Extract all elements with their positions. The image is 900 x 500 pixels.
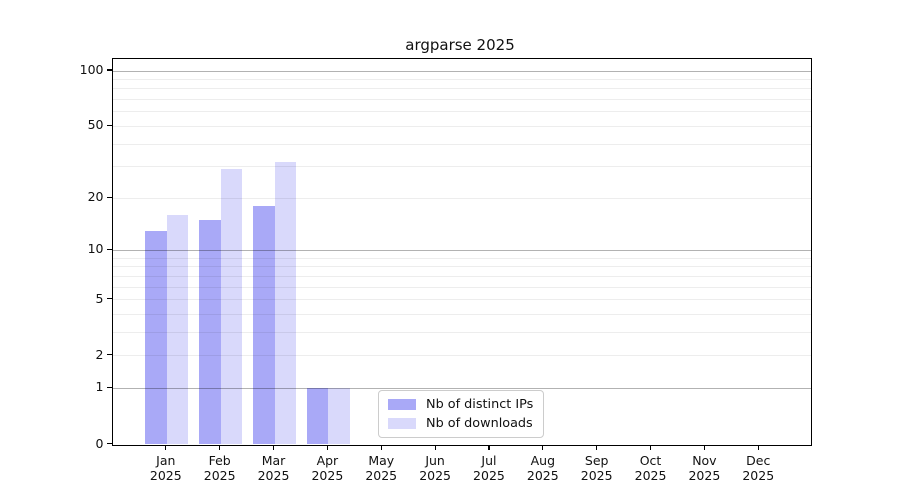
y-tick-mark bbox=[107, 196, 112, 198]
bar-downloads-feb bbox=[220, 169, 243, 445]
y-tick-label: 2 bbox=[95, 346, 104, 362]
x-tick-mark bbox=[703, 445, 705, 450]
x-tick-month: Dec bbox=[746, 452, 771, 468]
legend-label-downloads: Nb of downloads bbox=[426, 416, 533, 431]
x-tick-month: Apr bbox=[316, 452, 339, 468]
bar-distinct-ips-mar bbox=[252, 206, 275, 445]
bar-distinct-ips-jan bbox=[145, 230, 167, 445]
x-tick-mark bbox=[757, 445, 759, 450]
y-tick-label: 0 bbox=[95, 435, 104, 451]
x-tick-year: 2025 bbox=[203, 468, 236, 483]
gridline-minor bbox=[112, 143, 811, 145]
gridline-minor bbox=[112, 197, 811, 199]
bar-downloads-jan bbox=[166, 215, 189, 445]
x-tick-month: Feb bbox=[208, 452, 231, 468]
x-tick-label-apr: Apr 2025 bbox=[295, 453, 359, 484]
legend-swatch-downloads bbox=[388, 418, 416, 429]
x-tick-year: 2025 bbox=[634, 468, 667, 483]
gridline-minor bbox=[112, 166, 811, 168]
gridline-minor bbox=[112, 125, 811, 127]
x-tick-year: 2025 bbox=[526, 468, 559, 483]
x-tick-label-jan: Jan 2025 bbox=[134, 453, 198, 484]
x-tick-month: Mar bbox=[261, 452, 286, 468]
gridline-minor bbox=[112, 79, 811, 81]
legend-entry-downloads: Nb of downloads bbox=[388, 416, 533, 431]
y-tick-label: 50 bbox=[87, 117, 104, 133]
x-tick-label-sep: Sep 2025 bbox=[565, 453, 629, 484]
chart-title: argparse 2025 bbox=[405, 36, 515, 54]
gridline-minor bbox=[112, 111, 811, 113]
x-tick-year: 2025 bbox=[365, 468, 398, 483]
bar-downloads-mar bbox=[274, 161, 297, 445]
y-tick-label: 20 bbox=[87, 189, 104, 205]
x-tick-year: 2025 bbox=[688, 468, 721, 483]
legend-entry-distinct-ips: Nb of distinct IPs bbox=[388, 397, 533, 412]
y-tick-label: 5 bbox=[95, 290, 104, 306]
x-tick-label-dec: Dec 2025 bbox=[726, 453, 790, 484]
y-tick-mark bbox=[107, 297, 112, 300]
y-tick-label: 100 bbox=[79, 62, 104, 78]
y-tick-mark bbox=[107, 386, 112, 388]
x-tick-label-feb: Feb 2025 bbox=[188, 453, 252, 484]
x-tick-mark bbox=[488, 445, 490, 450]
x-tick-mark bbox=[434, 445, 436, 450]
bar-distinct-ips-feb bbox=[198, 220, 221, 445]
x-tick-label-jun: Jun 2025 bbox=[403, 453, 467, 484]
x-tick-label-may: May 2025 bbox=[349, 453, 413, 484]
y-tick-mark bbox=[107, 69, 112, 71]
x-tick-year: 2025 bbox=[742, 468, 775, 483]
x-tick-month: Jun bbox=[425, 452, 445, 468]
x-tick-month: Oct bbox=[639, 452, 662, 468]
x-tick-mark bbox=[596, 445, 598, 450]
x-tick-label-aug: Aug 2025 bbox=[511, 453, 575, 484]
x-tick-month: Jul bbox=[481, 452, 497, 468]
x-tick-year: 2025 bbox=[257, 468, 290, 483]
legend-swatch-distinct-ips bbox=[388, 399, 416, 410]
legend-label-distinct-ips: Nb of distinct IPs bbox=[426, 397, 534, 412]
y-tick-mark bbox=[107, 248, 112, 251]
gridline-major bbox=[112, 70, 811, 72]
x-tick-month: Sep bbox=[584, 452, 609, 468]
x-tick-year: 2025 bbox=[580, 468, 613, 483]
x-tick-month: Aug bbox=[530, 452, 556, 468]
x-tick-label-nov: Nov 2025 bbox=[672, 453, 736, 484]
x-tick-year: 2025 bbox=[419, 468, 451, 483]
x-tick-mark bbox=[326, 445, 328, 450]
x-tick-label-jul: Jul 2025 bbox=[457, 453, 521, 484]
y-tick-mark bbox=[107, 442, 112, 445]
y-tick-label: 10 bbox=[87, 241, 104, 257]
y-tick-mark bbox=[107, 124, 112, 126]
x-tick-mark bbox=[542, 445, 544, 450]
x-tick-year: 2025 bbox=[473, 468, 505, 483]
bar-distinct-ips-apr bbox=[306, 388, 329, 445]
gridline-minor bbox=[112, 99, 811, 101]
x-tick-mark bbox=[219, 445, 221, 450]
x-tick-year: 2025 bbox=[311, 468, 344, 483]
x-tick-month: Nov bbox=[692, 452, 717, 468]
x-tick-mark bbox=[165, 445, 167, 450]
legend: Nb of distinct IPs Nb of downloads bbox=[378, 390, 545, 438]
gridline-minor bbox=[112, 88, 811, 90]
x-tick-mark bbox=[272, 445, 275, 450]
plot-area bbox=[111, 57, 812, 446]
y-tick-mark bbox=[107, 354, 112, 356]
x-tick-month: Jan bbox=[156, 452, 176, 468]
x-tick-label-oct: Oct 2025 bbox=[619, 453, 683, 484]
x-tick-mark bbox=[649, 445, 652, 450]
x-tick-month: May bbox=[368, 452, 395, 468]
x-tick-mark bbox=[380, 445, 382, 450]
y-tick-label: 1 bbox=[95, 379, 104, 395]
x-tick-year: 2025 bbox=[149, 468, 182, 483]
bar-downloads-apr bbox=[328, 388, 351, 445]
x-tick-label-mar: Mar 2025 bbox=[242, 453, 306, 484]
